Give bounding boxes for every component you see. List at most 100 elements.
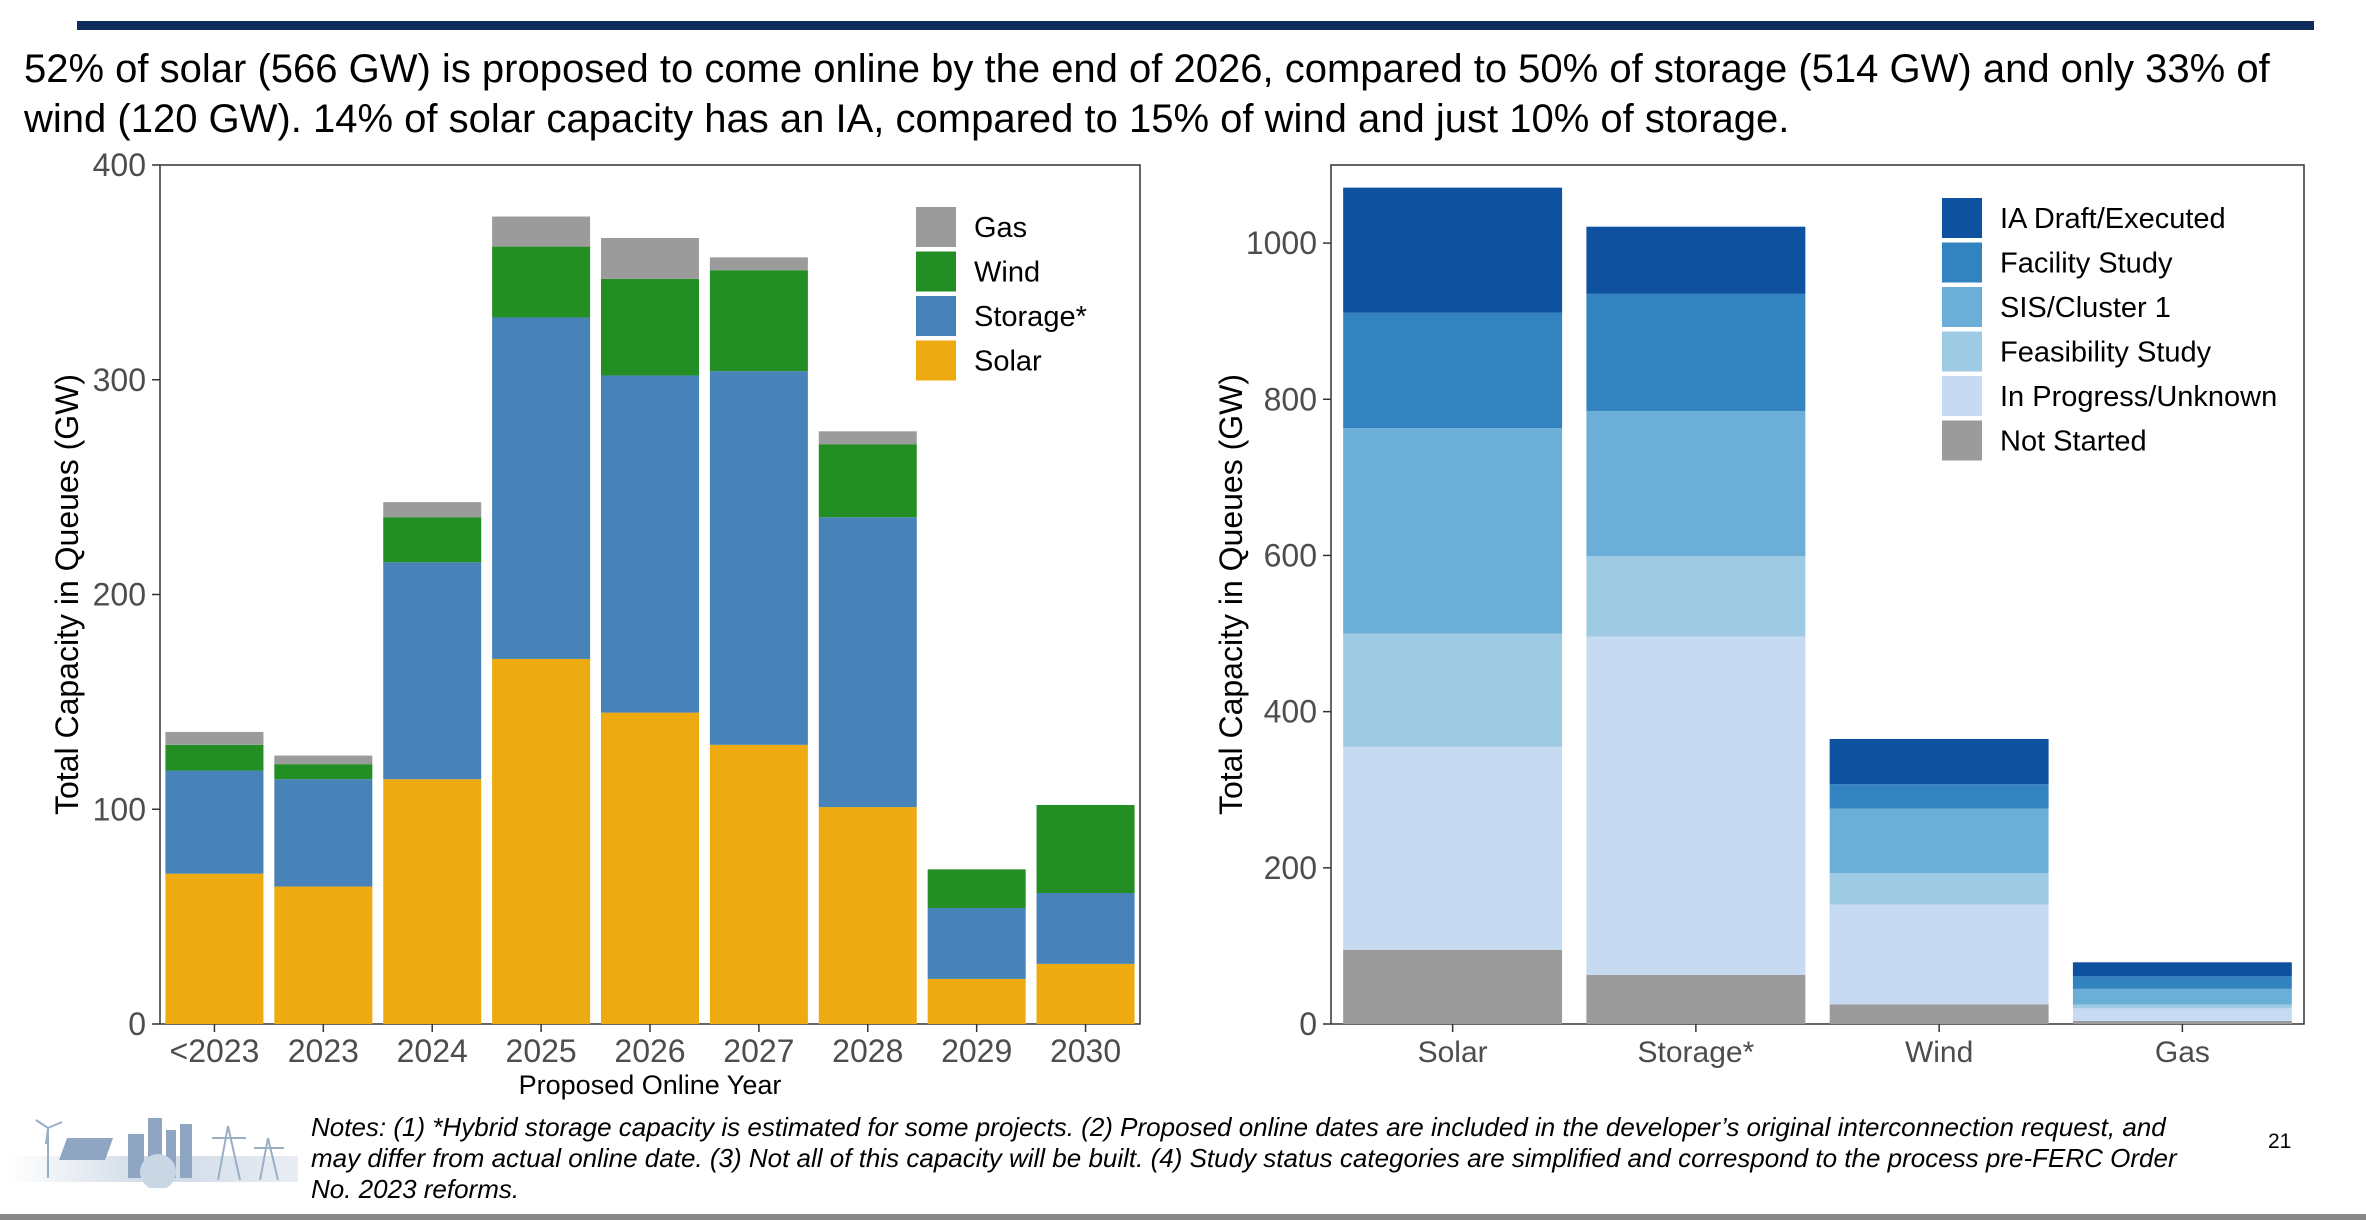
x-tick-label-2026: 2026 [614, 1033, 685, 1069]
y-tick-label-0: 0 [128, 1006, 146, 1042]
bar-wind-2027 [709, 270, 808, 372]
legend-label-not-started: Not Started [2000, 426, 2147, 458]
bar-gas-2025 [492, 216, 591, 247]
bar-storage-2027 [709, 371, 808, 745]
x-axis-title: Proposed Online Year [519, 1070, 782, 1100]
bar-ia-draft-executed-solar [1343, 187, 1563, 313]
bar-gas-2023 [165, 731, 264, 745]
legend-swatch-gas [916, 207, 956, 247]
bar-in-progress-unknown-solar [1343, 746, 1563, 950]
top-accent-bar [77, 21, 2314, 30]
x-tick-label-2027: 2027 [723, 1033, 794, 1069]
bar-storage-2030 [1036, 893, 1135, 964]
bar-feasibility-study-storage [1586, 556, 1806, 637]
legend-label-solar: Solar [974, 346, 1042, 378]
bar-facility-study-gas [2072, 976, 2292, 989]
bar-wind-2029 [927, 869, 1026, 909]
x-tick-label-wind: Wind [1905, 1036, 1973, 1069]
bar-sis-cluster-1-storage [1586, 410, 1806, 557]
legend-label-facility-study: Facility Study [2000, 248, 2173, 280]
bar-storage-2026 [601, 375, 699, 713]
legend-swatch-sis-cluster-1 [1942, 287, 1982, 327]
y-tick-label-200: 200 [93, 577, 146, 613]
legend-swatch-solar [916, 340, 956, 381]
y-tick-label-800: 800 [1264, 381, 1317, 417]
legend-label-wind: Wind [974, 257, 1040, 289]
chart-capacity-by-year-svg: <2023 2023 2024 2025 2026 2027 2028 2029 2030 0 10… [49, 150, 1141, 1100]
y-tick-label-600: 600 [1264, 537, 1317, 573]
legend-swatch-storage [916, 296, 956, 336]
energy-logo-graphic [8, 1108, 298, 1193]
bar-not-started-gas [2072, 1020, 2292, 1024]
bar-facility-study-solar [1343, 312, 1563, 429]
bar-gas-2027 [709, 257, 808, 271]
legend-label-gas: Gas [974, 212, 1027, 244]
bar-not-started-storage [1586, 974, 1806, 1024]
legend-label-in-progress-unknown: In Progress/Unknown [2000, 381, 2277, 413]
bar-wind-2026 [601, 278, 699, 376]
y-tick-label-400: 400 [1264, 694, 1317, 730]
bar-not-started-solar [1343, 949, 1563, 1024]
bar-gas-2023 [274, 755, 373, 765]
bar-not-started-wind [1829, 1004, 2049, 1024]
chart-capacity-by-study-status: Solar Storage* Wind Gas 0 200 400 600 800 1000 Tot… [1160, 150, 2340, 1090]
x-tick-label-2025: 2025 [506, 1033, 577, 1069]
bar-ia-draft-executed-wind [1829, 738, 2049, 785]
chart-capacity-by-status-svg: Solar Storage* Wind Gas 0 200 400 600 800 1000 Tot… [1213, 164, 2305, 1069]
legend-label-sis-cluster-1: SIS/Cluster 1 [2000, 292, 2171, 324]
slide-headline: 52% of solar (566 GW) is proposed to com… [24, 47, 2270, 141]
x-tick-label-2023: 2023 [288, 1033, 359, 1069]
bar-wind-2028 [818, 444, 917, 518]
bar-storage-2024 [383, 562, 482, 780]
bar-storage-2025 [492, 317, 591, 659]
x-tick-label-2028: 2028 [832, 1033, 903, 1069]
legend-swatch-ia-draft-executed [1942, 198, 1982, 238]
y-tick-label-100: 100 [93, 791, 146, 827]
bottom-bar [0, 1214, 2366, 1220]
page-number: 21 [2268, 1130, 2292, 1153]
y-axis-title: Total Capacity in Queues (GW) [49, 374, 85, 815]
bar-solar-2024 [383, 779, 482, 1024]
legend-swatch-not-started [1942, 420, 1982, 461]
legend-swatch-feasibility-study [1942, 331, 1982, 372]
bar-feasibility-study-solar [1343, 633, 1563, 747]
plot-panel [1330, 164, 2305, 1025]
y-axis-title: Total Capacity in Queues (GW) [1213, 374, 1249, 815]
bar-solar-2028 [818, 807, 917, 1024]
y-tick-label-1000: 1000 [1246, 225, 1317, 261]
legend-label-ia-draft-executed: IA Draft/Executed [2000, 203, 2226, 235]
bar-solar-2025 [492, 658, 591, 1024]
bar-facility-study-wind [1829, 784, 2049, 809]
bar-gas-2026 [601, 238, 699, 279]
chart-capacity-by-year: <2023 2023 2024 2025 2026 2027 2028 2029 2030 0 10… [0, 150, 1160, 1110]
bar-solar-2026 [601, 712, 699, 1024]
y-tick-label-400: 400 [93, 150, 146, 183]
bar-storage-2023 [274, 779, 373, 887]
legend-label-feasibility-study: Feasibility Study [2000, 337, 2212, 369]
bar-solar-2029 [927, 978, 1026, 1024]
bar-storage-2028 [818, 517, 917, 808]
bar-sis-cluster-1-gas [2072, 988, 2292, 1005]
bar-wind-2025 [492, 246, 591, 318]
x-tick-label-2023: <2023 [170, 1033, 260, 1069]
bar-facility-study-storage [1586, 293, 1806, 411]
bar-feasibility-study-wind [1829, 873, 2049, 905]
x-tick-label-2030: 2030 [1050, 1033, 1121, 1069]
bar-storage-2023 [165, 770, 264, 874]
footnotes: Notes: (1) *Hybrid storage capacity is e… [311, 1112, 2177, 1204]
bar-in-progress-unknown-storage [1586, 636, 1806, 975]
bar-feasibility-study-gas [2072, 1004, 2292, 1009]
bar-sis-cluster-1-solar [1343, 428, 1563, 634]
bar-wind-2023 [274, 764, 373, 780]
bar-solar-2023 [274, 886, 373, 1024]
x-tick-label-storage: Storage* [1638, 1036, 1755, 1069]
bar-wind-2024 [383, 517, 482, 563]
x-tick-label-solar: Solar [1418, 1036, 1488, 1069]
bar-solar-2023 [165, 873, 264, 1024]
legend-swatch-wind [916, 251, 956, 292]
x-tick-label-2024: 2024 [397, 1033, 468, 1069]
x-tick-label-gas: Gas [2155, 1036, 2210, 1069]
legend-swatch-in-progress-unknown [1942, 376, 1982, 416]
y-tick-label-200: 200 [1264, 850, 1317, 886]
bar-solar-2030 [1036, 963, 1135, 1024]
